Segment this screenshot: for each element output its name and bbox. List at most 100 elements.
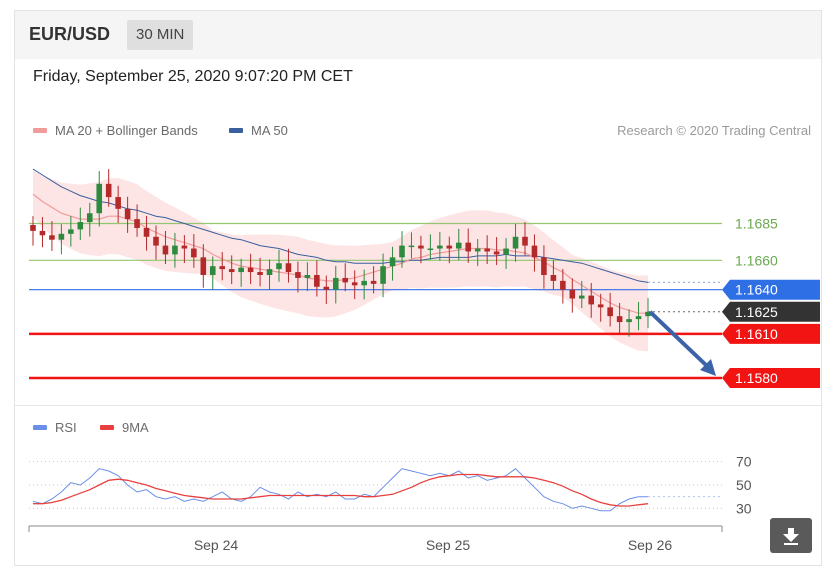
candle-body [191, 248, 197, 258]
candle-body [115, 197, 121, 209]
candle-body [124, 208, 131, 220]
candle-body [578, 295, 585, 299]
candle-body [295, 272, 301, 278]
candle-body [266, 269, 273, 275]
level-tag-1.1625 [722, 301, 820, 322]
candle-body [635, 316, 642, 320]
candle-body [437, 245, 443, 249]
ma9-label: 9MA [122, 420, 149, 435]
candle-body [351, 282, 358, 286]
candle-body [512, 236, 519, 249]
forecast-arrow-head [700, 358, 716, 376]
x-tick-sep-24: Sep 24 [194, 537, 239, 553]
candle-body [172, 245, 178, 255]
candle-body [68, 229, 74, 234]
level-label-1.1580: 1.1580 [735, 370, 778, 386]
candle-body [455, 242, 462, 249]
candle-body [304, 275, 311, 278]
candle-body [446, 245, 453, 249]
candle-body [389, 257, 396, 267]
candle-body [276, 263, 282, 270]
download-icon [783, 528, 799, 545]
chart-header: EUR/USD 30 MIN [15, 11, 821, 59]
candle-body [314, 275, 320, 287]
timestamp: Friday, September 25, 2020 9:07:20 PM CE… [33, 68, 353, 85]
candle-body [560, 280, 566, 290]
ma20-label: MA 20 + Bollinger Bands [55, 123, 198, 138]
candle-body [616, 316, 623, 323]
ma50-swatch [229, 128, 243, 133]
ma20-swatch [33, 128, 47, 133]
candle-body [86, 213, 93, 223]
candle-body [522, 236, 528, 246]
candle-body [541, 257, 547, 275]
candle-body [607, 307, 613, 317]
candle-body [323, 286, 330, 290]
candle-body [484, 248, 490, 252]
candle-body [399, 245, 405, 258]
candle-body [77, 222, 84, 230]
candle-body [474, 248, 481, 252]
candle-body [134, 219, 140, 228]
legend-ma20: MA 20 + Bollinger Bands [33, 123, 198, 138]
x-tick-sep-26: Sep 26 [628, 537, 673, 553]
level-label-1.1640: 1.1640 [735, 282, 778, 298]
x-tick-sep-25: Sep 25 [426, 537, 471, 553]
candle-body [550, 275, 557, 281]
candle-body [569, 289, 576, 299]
candle-body [370, 280, 377, 284]
candle-body [427, 248, 434, 251]
candle-body [342, 277, 349, 283]
candle-body [588, 295, 595, 305]
candle-body [181, 245, 188, 249]
candle-body [247, 267, 254, 273]
level-tag-1.1610 [722, 323, 820, 344]
candle-body [361, 280, 367, 286]
candle-body [30, 225, 36, 231]
candle-body [418, 245, 424, 249]
candle-body [96, 183, 103, 214]
rsi-tick-30: 30 [736, 500, 752, 516]
ma50-label: MA 50 [251, 123, 288, 138]
candle-body [493, 251, 500, 255]
level-label-1.1685: 1.1685 [735, 216, 778, 232]
level-label-1.1625: 1.1625 [735, 304, 778, 320]
candle-body [597, 304, 604, 308]
forecast-arrow-shaft [648, 310, 710, 369]
level-tag-1.1580 [722, 367, 820, 388]
candle-body [162, 245, 169, 255]
ma9-swatch [100, 425, 114, 430]
credit-text: Research © 2020 Trading Central [617, 123, 811, 138]
candle-body [408, 245, 415, 248]
candle-body [58, 233, 65, 240]
candle-body [209, 266, 216, 275]
candle-body [219, 266, 226, 270]
candle-body [626, 319, 632, 323]
rsi-swatch [33, 425, 47, 430]
rsi-tick-70: 70 [736, 454, 752, 470]
rsi-series-9MA [33, 473, 649, 507]
legend-rsi: RSI [33, 420, 77, 435]
candle-body [380, 266, 386, 284]
legend-ma50: MA 50 [229, 123, 288, 138]
level-label-1.1610: 1.1610 [735, 326, 778, 342]
candle-body [285, 263, 292, 273]
rsi-label: RSI [55, 420, 77, 435]
instrument-title: EUR/USD [29, 24, 111, 44]
candle-body [228, 269, 235, 273]
bollinger-band [33, 170, 648, 352]
panel-divider [15, 405, 821, 406]
timeframe-badge[interactable]: 30 MIN [127, 20, 194, 50]
rsi-tick-50: 50 [736, 477, 752, 493]
level-tag-1.1640 [722, 279, 820, 300]
candle-body [49, 235, 55, 240]
candle-body [153, 236, 159, 246]
candle-body [105, 183, 112, 198]
rsi-series-RSI [32, 468, 648, 512]
level-label-1.1660: 1.1660 [735, 252, 778, 268]
download-button[interactable] [770, 518, 812, 553]
candle-body [200, 257, 207, 275]
legend-ma9: 9MA [100, 420, 149, 435]
candle-body [531, 245, 538, 258]
